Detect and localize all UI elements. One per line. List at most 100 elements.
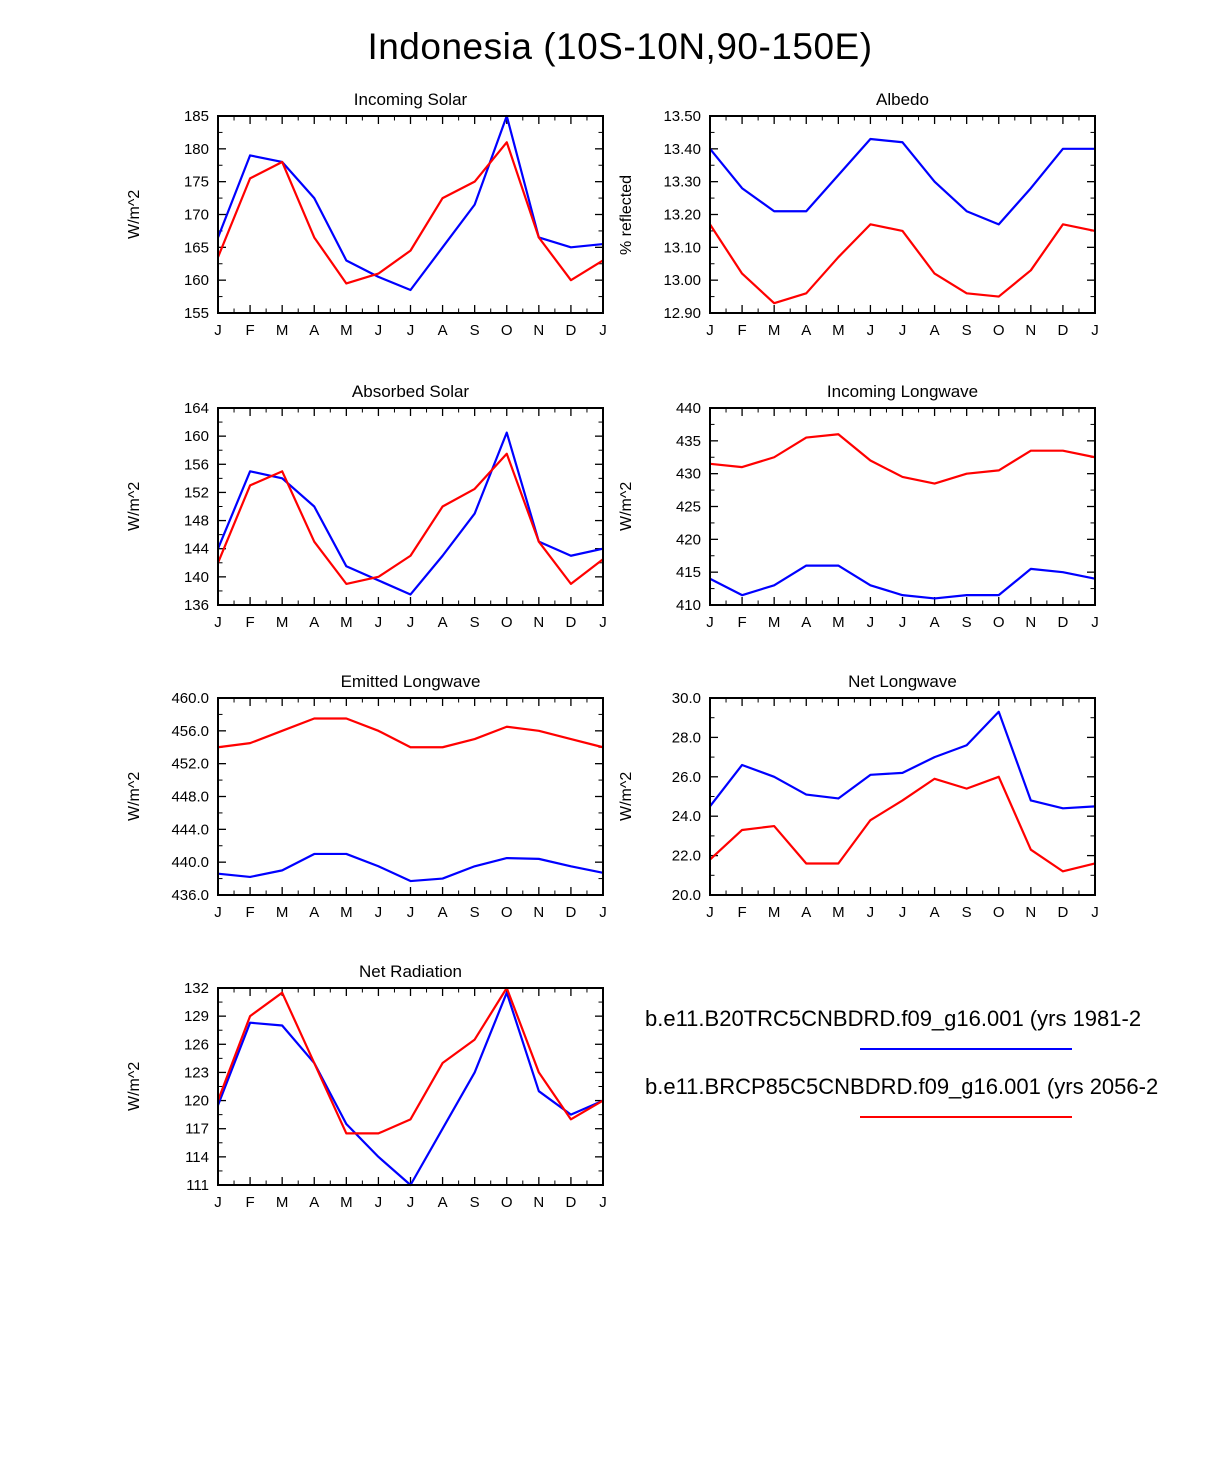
svg-text:26.0: 26.0 [672, 769, 701, 786]
svg-text:13.10: 13.10 [663, 239, 701, 256]
svg-text:S: S [470, 322, 480, 339]
svg-text:444.0: 444.0 [171, 821, 209, 838]
svg-text:M: M [768, 614, 781, 631]
svg-text:160: 160 [184, 428, 209, 445]
svg-text:A: A [930, 904, 940, 921]
svg-text:20.0: 20.0 [672, 887, 701, 904]
chart-incoming-solar: Incoming Solar W/m^2 J F M A M J J A S O N D J 155 160… [118, 88, 630, 364]
svg-text:M: M [340, 1194, 353, 1211]
svg-text:13.50: 13.50 [663, 108, 701, 125]
svg-text:24.0: 24.0 [672, 808, 701, 825]
svg-text:O: O [993, 614, 1005, 631]
svg-text:J: J [599, 904, 607, 921]
svg-text:M: M [340, 614, 353, 631]
svg-text:430: 430 [676, 466, 701, 483]
svg-text:460.0: 460.0 [171, 690, 209, 707]
svg-text:425: 425 [676, 499, 701, 516]
svg-text:132: 132 [184, 980, 209, 997]
svg-text:J: J [867, 614, 875, 631]
svg-text:J: J [599, 614, 607, 631]
svg-text:28.0: 28.0 [672, 729, 701, 746]
svg-text:S: S [470, 904, 480, 921]
svg-text:D: D [1057, 614, 1068, 631]
svg-text:J: J [375, 904, 383, 921]
svg-text:155: 155 [184, 305, 209, 322]
svg-text:J: J [899, 322, 907, 339]
svg-text:S: S [470, 1194, 480, 1211]
svg-text:A: A [930, 614, 940, 631]
svg-text:440.0: 440.0 [171, 854, 209, 871]
svg-text:F: F [245, 1194, 254, 1211]
svg-text:410: 410 [676, 597, 701, 614]
svg-text:M: M [340, 904, 353, 921]
svg-text:J: J [375, 614, 383, 631]
svg-text:M: M [276, 614, 289, 631]
svg-text:O: O [501, 322, 513, 339]
svg-text:O: O [993, 904, 1005, 921]
svg-text:D: D [565, 614, 576, 631]
svg-text:A: A [309, 904, 319, 921]
legend-entry-rcp85: b.e11.BRCP85C5CNBDRD.f09_g16.001 (yrs 20… [645, 1074, 1224, 1118]
svg-text:N: N [533, 1194, 544, 1211]
plot-net-radiation: J F M A M J J A S O N D J 111 114 117 120 123 126 129 132 [184, 980, 607, 1211]
chart-net-longwave: Net Longwave W/m^2 J F M A M J J A S O N D J 20.0 22.0… [610, 670, 1122, 946]
svg-text:13.30: 13.30 [663, 174, 701, 191]
svg-text:A: A [438, 1194, 448, 1211]
svg-text:30.0: 30.0 [672, 690, 701, 707]
svg-text:J: J [214, 614, 222, 631]
legend-line-historical [860, 1048, 1072, 1050]
svg-text:117: 117 [185, 1121, 209, 1138]
svg-text:M: M [832, 322, 845, 339]
svg-text:114: 114 [185, 1149, 209, 1166]
svg-text:D: D [565, 322, 576, 339]
svg-text:129: 129 [184, 1008, 209, 1025]
svg-text:164: 164 [184, 400, 209, 417]
svg-text:A: A [930, 322, 940, 339]
svg-text:J: J [899, 904, 907, 921]
svg-text:A: A [801, 614, 811, 631]
chart-title-absorbed-solar: Absorbed Solar [351, 382, 470, 401]
svg-text:J: J [899, 614, 907, 631]
svg-text:A: A [438, 904, 448, 921]
svg-text:456.0: 456.0 [171, 723, 209, 740]
plot-emitted-longwave: J F M A M J J A S O N D J 436.0 440.0 444.0 448.0 452.0 45… [171, 690, 607, 921]
svg-text:D: D [1057, 322, 1068, 339]
svg-text:148: 148 [184, 513, 209, 530]
svg-text:F: F [245, 322, 254, 339]
svg-text:J: J [375, 322, 383, 339]
svg-text:140: 140 [184, 569, 209, 586]
svg-text:O: O [993, 322, 1005, 339]
svg-text:O: O [501, 1194, 513, 1211]
svg-text:J: J [867, 322, 875, 339]
chart-albedo: Albedo % reflected J F M A M J J A S O N D J 12.90 13.… [610, 88, 1122, 364]
svg-text:415: 415 [676, 564, 701, 581]
svg-text:123: 123 [184, 1064, 209, 1081]
figure-title: Indonesia (10S-10N,90-150E) [367, 26, 873, 67]
svg-text:O: O [501, 614, 513, 631]
svg-text:J: J [407, 1194, 415, 1211]
svg-text:M: M [276, 904, 289, 921]
svg-text:J: J [1091, 904, 1099, 921]
plot-incoming-longwave: J F M A M J J A S O N D J 410 415 420 425 430 435 440 [676, 400, 1099, 631]
svg-text:13.20: 13.20 [663, 207, 701, 224]
svg-text:M: M [832, 614, 845, 631]
svg-text:J: J [375, 1194, 383, 1211]
chart-title-albedo: Albedo [876, 90, 929, 109]
svg-text:J: J [407, 614, 415, 631]
svg-text:N: N [1025, 322, 1036, 339]
plot-incoming-solar: J F M A M J J A S O N D J 155 160 165 170 175 180 185 [184, 108, 607, 339]
chart-title-net-radiation: Net Radiation [358, 962, 462, 981]
svg-text:M: M [832, 904, 845, 921]
svg-text:435: 435 [676, 433, 701, 450]
svg-text:M: M [768, 904, 781, 921]
svg-text:126: 126 [184, 1036, 209, 1053]
svg-text:13.40: 13.40 [663, 141, 701, 158]
svg-text:A: A [438, 614, 448, 631]
svg-text:111: 111 [186, 1177, 209, 1194]
chart-title-incoming-longwave: Incoming Longwave [826, 382, 979, 401]
svg-text:144: 144 [184, 541, 209, 558]
svg-text:N: N [533, 322, 544, 339]
svg-text:N: N [533, 614, 544, 631]
plot-albedo: J F M A M J J A S O N D J 12.90 13.00 13.10 13.20 13.30 13… [663, 108, 1098, 339]
svg-text:448.0: 448.0 [171, 789, 209, 806]
